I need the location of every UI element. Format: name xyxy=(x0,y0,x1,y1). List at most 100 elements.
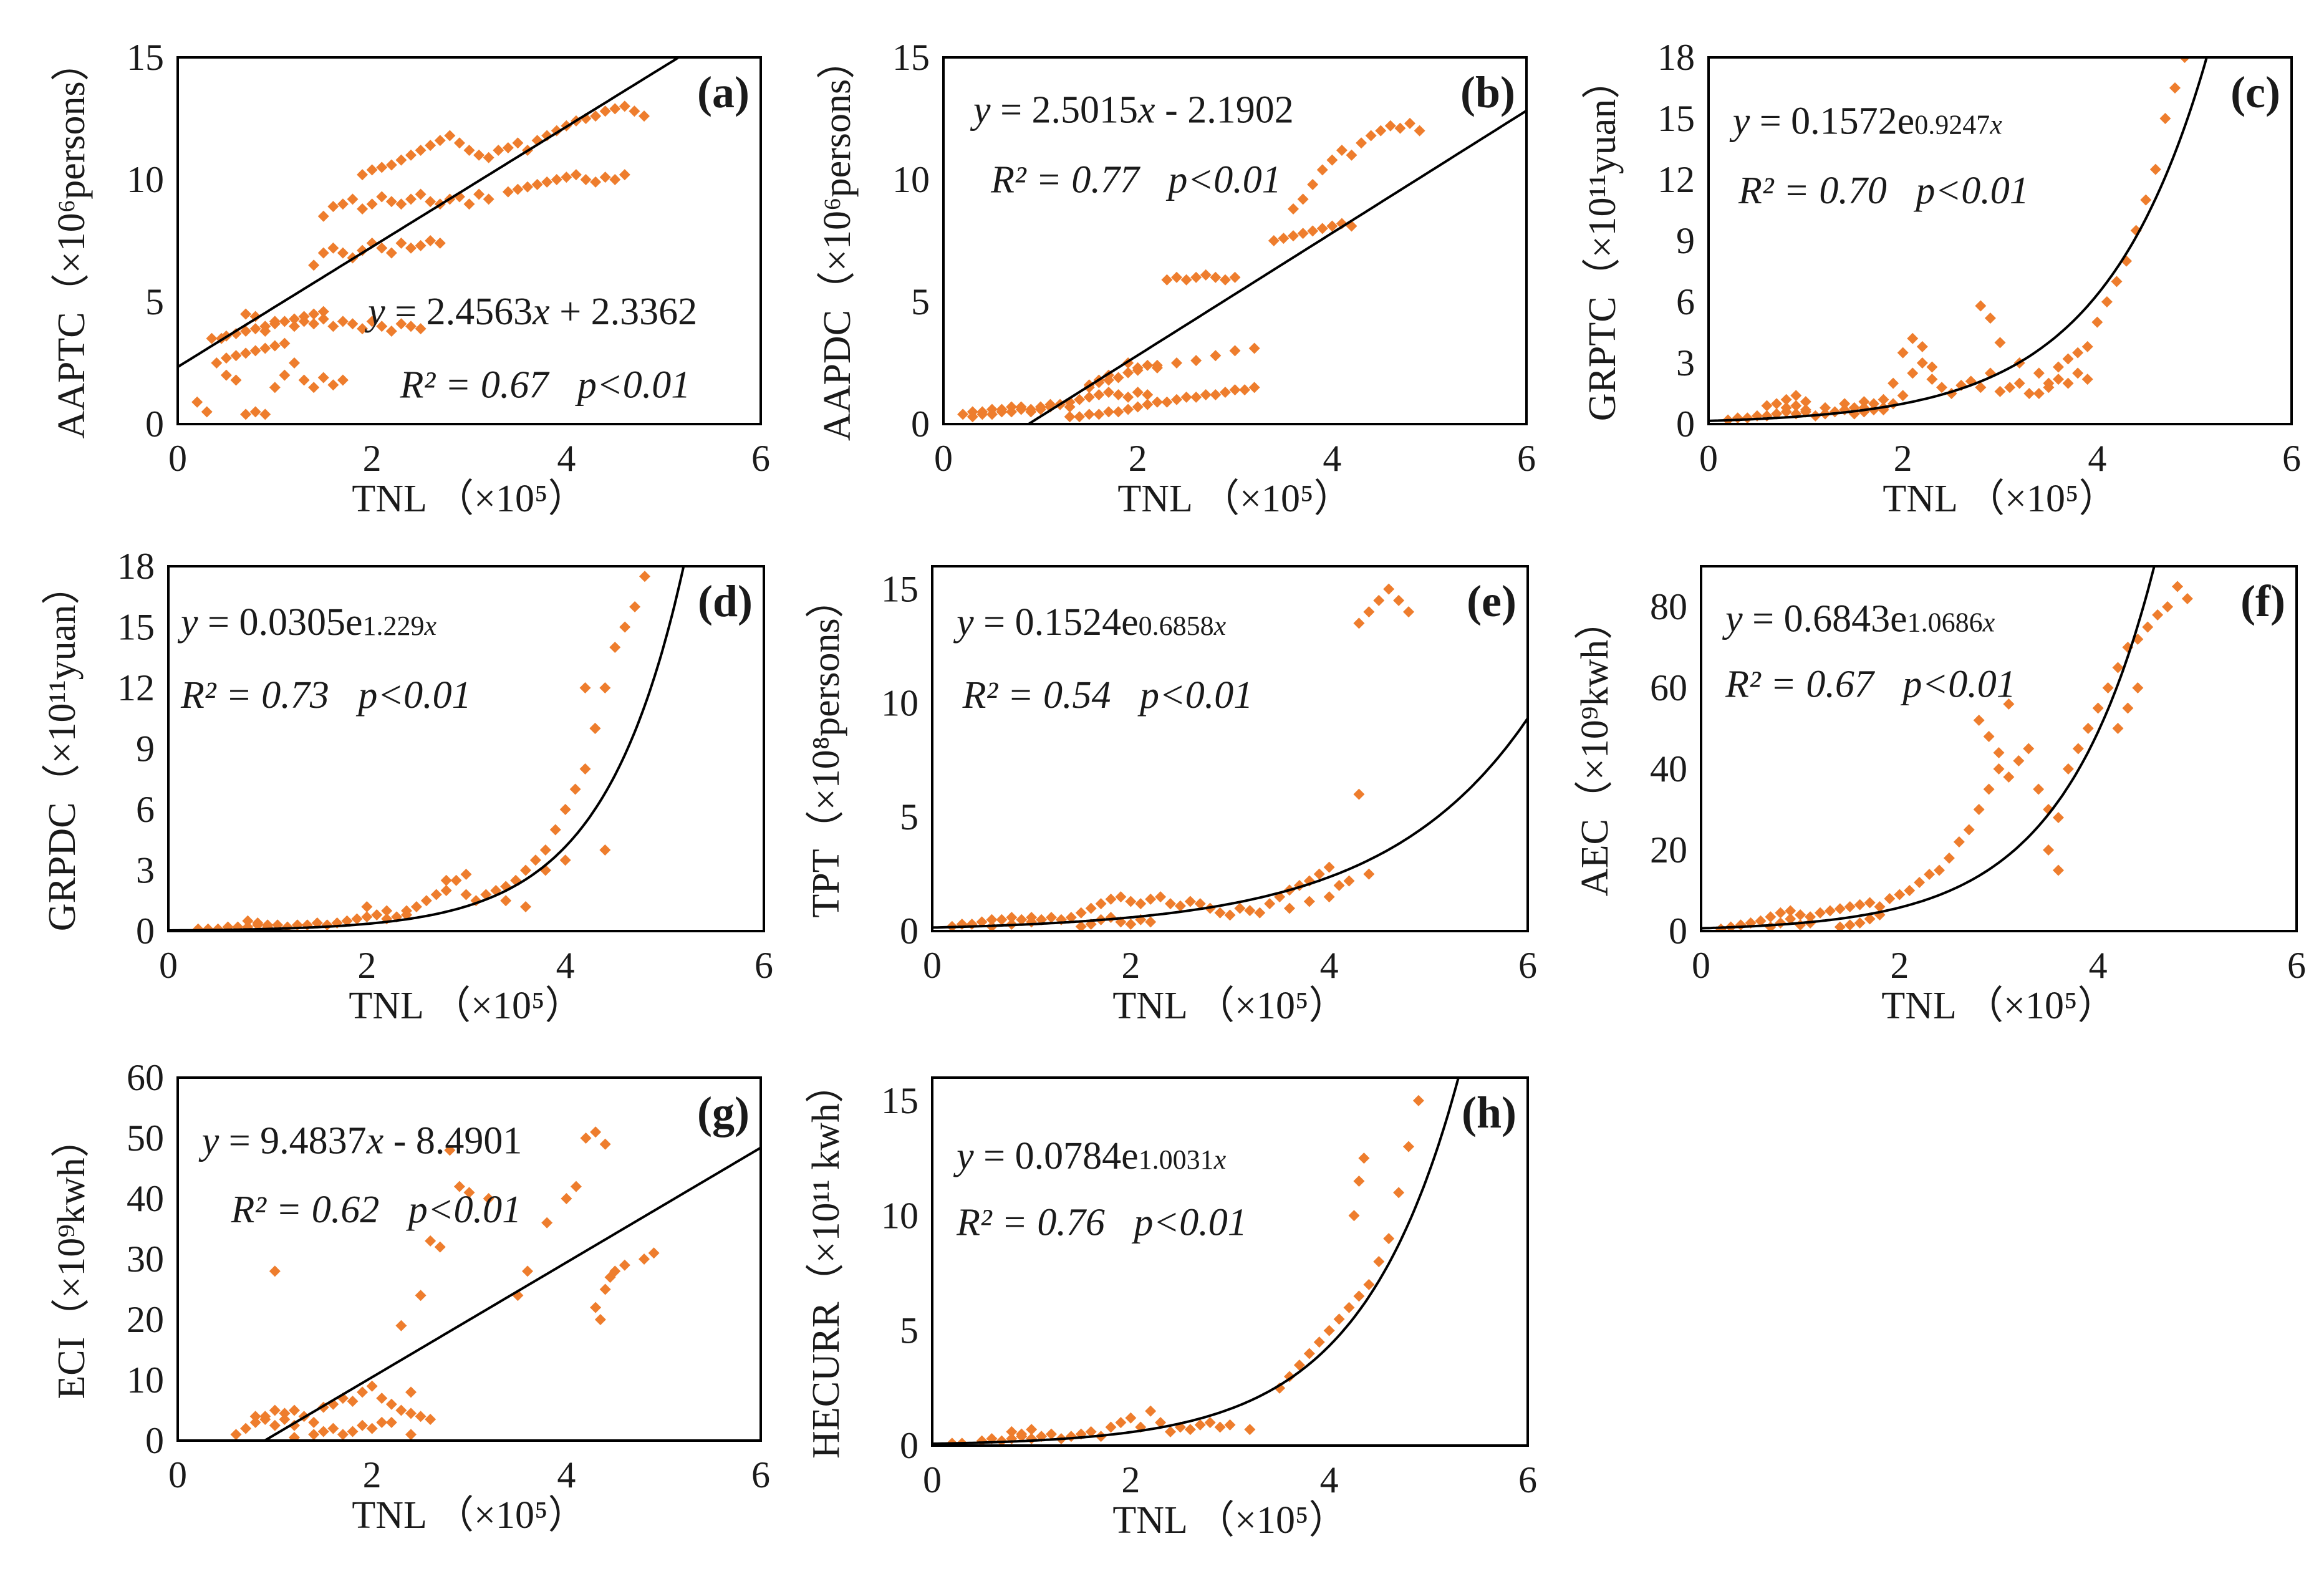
data-point xyxy=(1307,178,1319,190)
data-point xyxy=(298,316,310,327)
data-point xyxy=(279,1414,291,1426)
fit-statistics: R² = 0.76 p<0.01 xyxy=(956,1201,1247,1244)
panel-d: 0 2 4 6 0 3 6 9 12 15 18 TNL （×10⁵） GRPDC（×10¹¹yuan）… xyxy=(41,546,773,1027)
data-point xyxy=(1026,1424,1038,1436)
data-point xyxy=(317,306,329,317)
data-point xyxy=(1219,387,1231,398)
y-tick-label: 10 xyxy=(881,682,919,723)
data-point xyxy=(395,1320,407,1331)
data-point xyxy=(1194,898,1206,910)
data-point xyxy=(1824,905,1836,917)
data-point xyxy=(376,191,388,203)
data-point xyxy=(395,1404,407,1416)
data-point xyxy=(1393,594,1405,606)
data-point xyxy=(1303,896,1315,907)
data-point xyxy=(425,1235,436,1247)
data-point xyxy=(361,911,373,923)
data-point xyxy=(1894,889,1906,901)
data-point xyxy=(1105,1421,1117,1433)
data-point xyxy=(1393,1187,1405,1199)
data-point xyxy=(2132,682,2144,693)
x-tick-label: 2 xyxy=(357,945,376,986)
plot-frame xyxy=(1707,56,2293,425)
data-point xyxy=(453,137,465,149)
y-tick-label: 15 xyxy=(881,1080,919,1121)
data-point xyxy=(1284,902,1295,914)
x-axis-label: TNL （×10⁵） xyxy=(1112,1499,1347,1542)
x-tick-label: 2 xyxy=(363,438,382,479)
data-point xyxy=(1210,271,1222,283)
x-axis-label: TNL （×10⁵） xyxy=(1117,478,1352,520)
data-point xyxy=(1343,875,1355,887)
data-point xyxy=(1333,1313,1345,1325)
data-point xyxy=(1234,902,1246,914)
data-point xyxy=(1790,390,1802,402)
data-point xyxy=(366,316,378,327)
fit-line xyxy=(178,57,682,369)
data-point xyxy=(1180,391,1192,403)
data-point xyxy=(230,1429,242,1441)
data-point xyxy=(976,916,988,928)
data-point xyxy=(1074,411,1086,423)
data-point xyxy=(2072,367,2084,379)
fit-statistics: R² = 0.70 p<0.01 xyxy=(1738,170,2029,212)
y-tick-label: 12 xyxy=(1657,159,1695,200)
data-point xyxy=(347,1426,359,1437)
data-point xyxy=(1122,403,1134,415)
x-axis-label: TNL （×10⁵） xyxy=(1883,478,2117,520)
data-point xyxy=(1815,907,1826,919)
y-tick-label: 18 xyxy=(1657,37,1695,78)
data-point xyxy=(1363,606,1375,618)
data-point xyxy=(1142,389,1154,400)
data-point xyxy=(1083,408,1095,420)
data-point xyxy=(619,100,630,112)
panel-label: (h) xyxy=(1462,1088,1516,1137)
data-point xyxy=(259,326,271,337)
data-point xyxy=(2102,682,2114,693)
data-point xyxy=(580,1132,592,1144)
data-point xyxy=(1171,394,1182,405)
data-point xyxy=(2033,783,2045,795)
data-point xyxy=(376,162,388,173)
data-point xyxy=(1122,391,1134,403)
x-tick-label: 6 xyxy=(1518,1459,1537,1500)
data-point xyxy=(1171,271,1182,283)
y-tick-label: 0 xyxy=(145,1420,164,1461)
data-point xyxy=(1907,332,1919,344)
data-point xyxy=(1293,1359,1305,1371)
data-point xyxy=(376,1416,388,1428)
data-point xyxy=(2003,771,2015,783)
data-point xyxy=(269,1419,281,1431)
data-point xyxy=(444,130,456,142)
data-point xyxy=(2072,347,2084,359)
data-point xyxy=(371,909,383,920)
x-tick-label: 2 xyxy=(1121,945,1140,986)
data-point xyxy=(1229,384,1241,396)
y-axis-label: HECURR（×10¹¹ kwh） xyxy=(805,1065,847,1459)
fit-equation: y = 2.4563x + 2.3362 xyxy=(364,291,697,333)
data-point xyxy=(1353,788,1365,800)
data-point xyxy=(579,763,591,775)
data-point xyxy=(1190,355,1202,367)
data-point xyxy=(549,824,561,836)
data-point xyxy=(434,237,446,249)
data-point xyxy=(1916,340,1928,352)
data-point xyxy=(589,723,601,734)
data-point xyxy=(1190,271,1202,283)
x-tick-label: 0 xyxy=(934,438,953,479)
y-tick-label: 10 xyxy=(892,159,930,200)
data-point xyxy=(249,345,261,357)
x-tick-label: 0 xyxy=(923,945,942,986)
data-point xyxy=(317,247,329,259)
data-point xyxy=(1268,235,1280,246)
data-point xyxy=(279,316,291,327)
data-point xyxy=(590,1126,602,1138)
scatter-points xyxy=(1722,57,2191,424)
data-point xyxy=(609,642,621,653)
data-point xyxy=(279,369,291,381)
data-point xyxy=(1353,1290,1365,1302)
data-point xyxy=(594,1314,606,1325)
data-point xyxy=(1864,913,1876,925)
y-tick-label: 15 xyxy=(1657,98,1695,139)
data-point xyxy=(1184,1424,1196,1436)
